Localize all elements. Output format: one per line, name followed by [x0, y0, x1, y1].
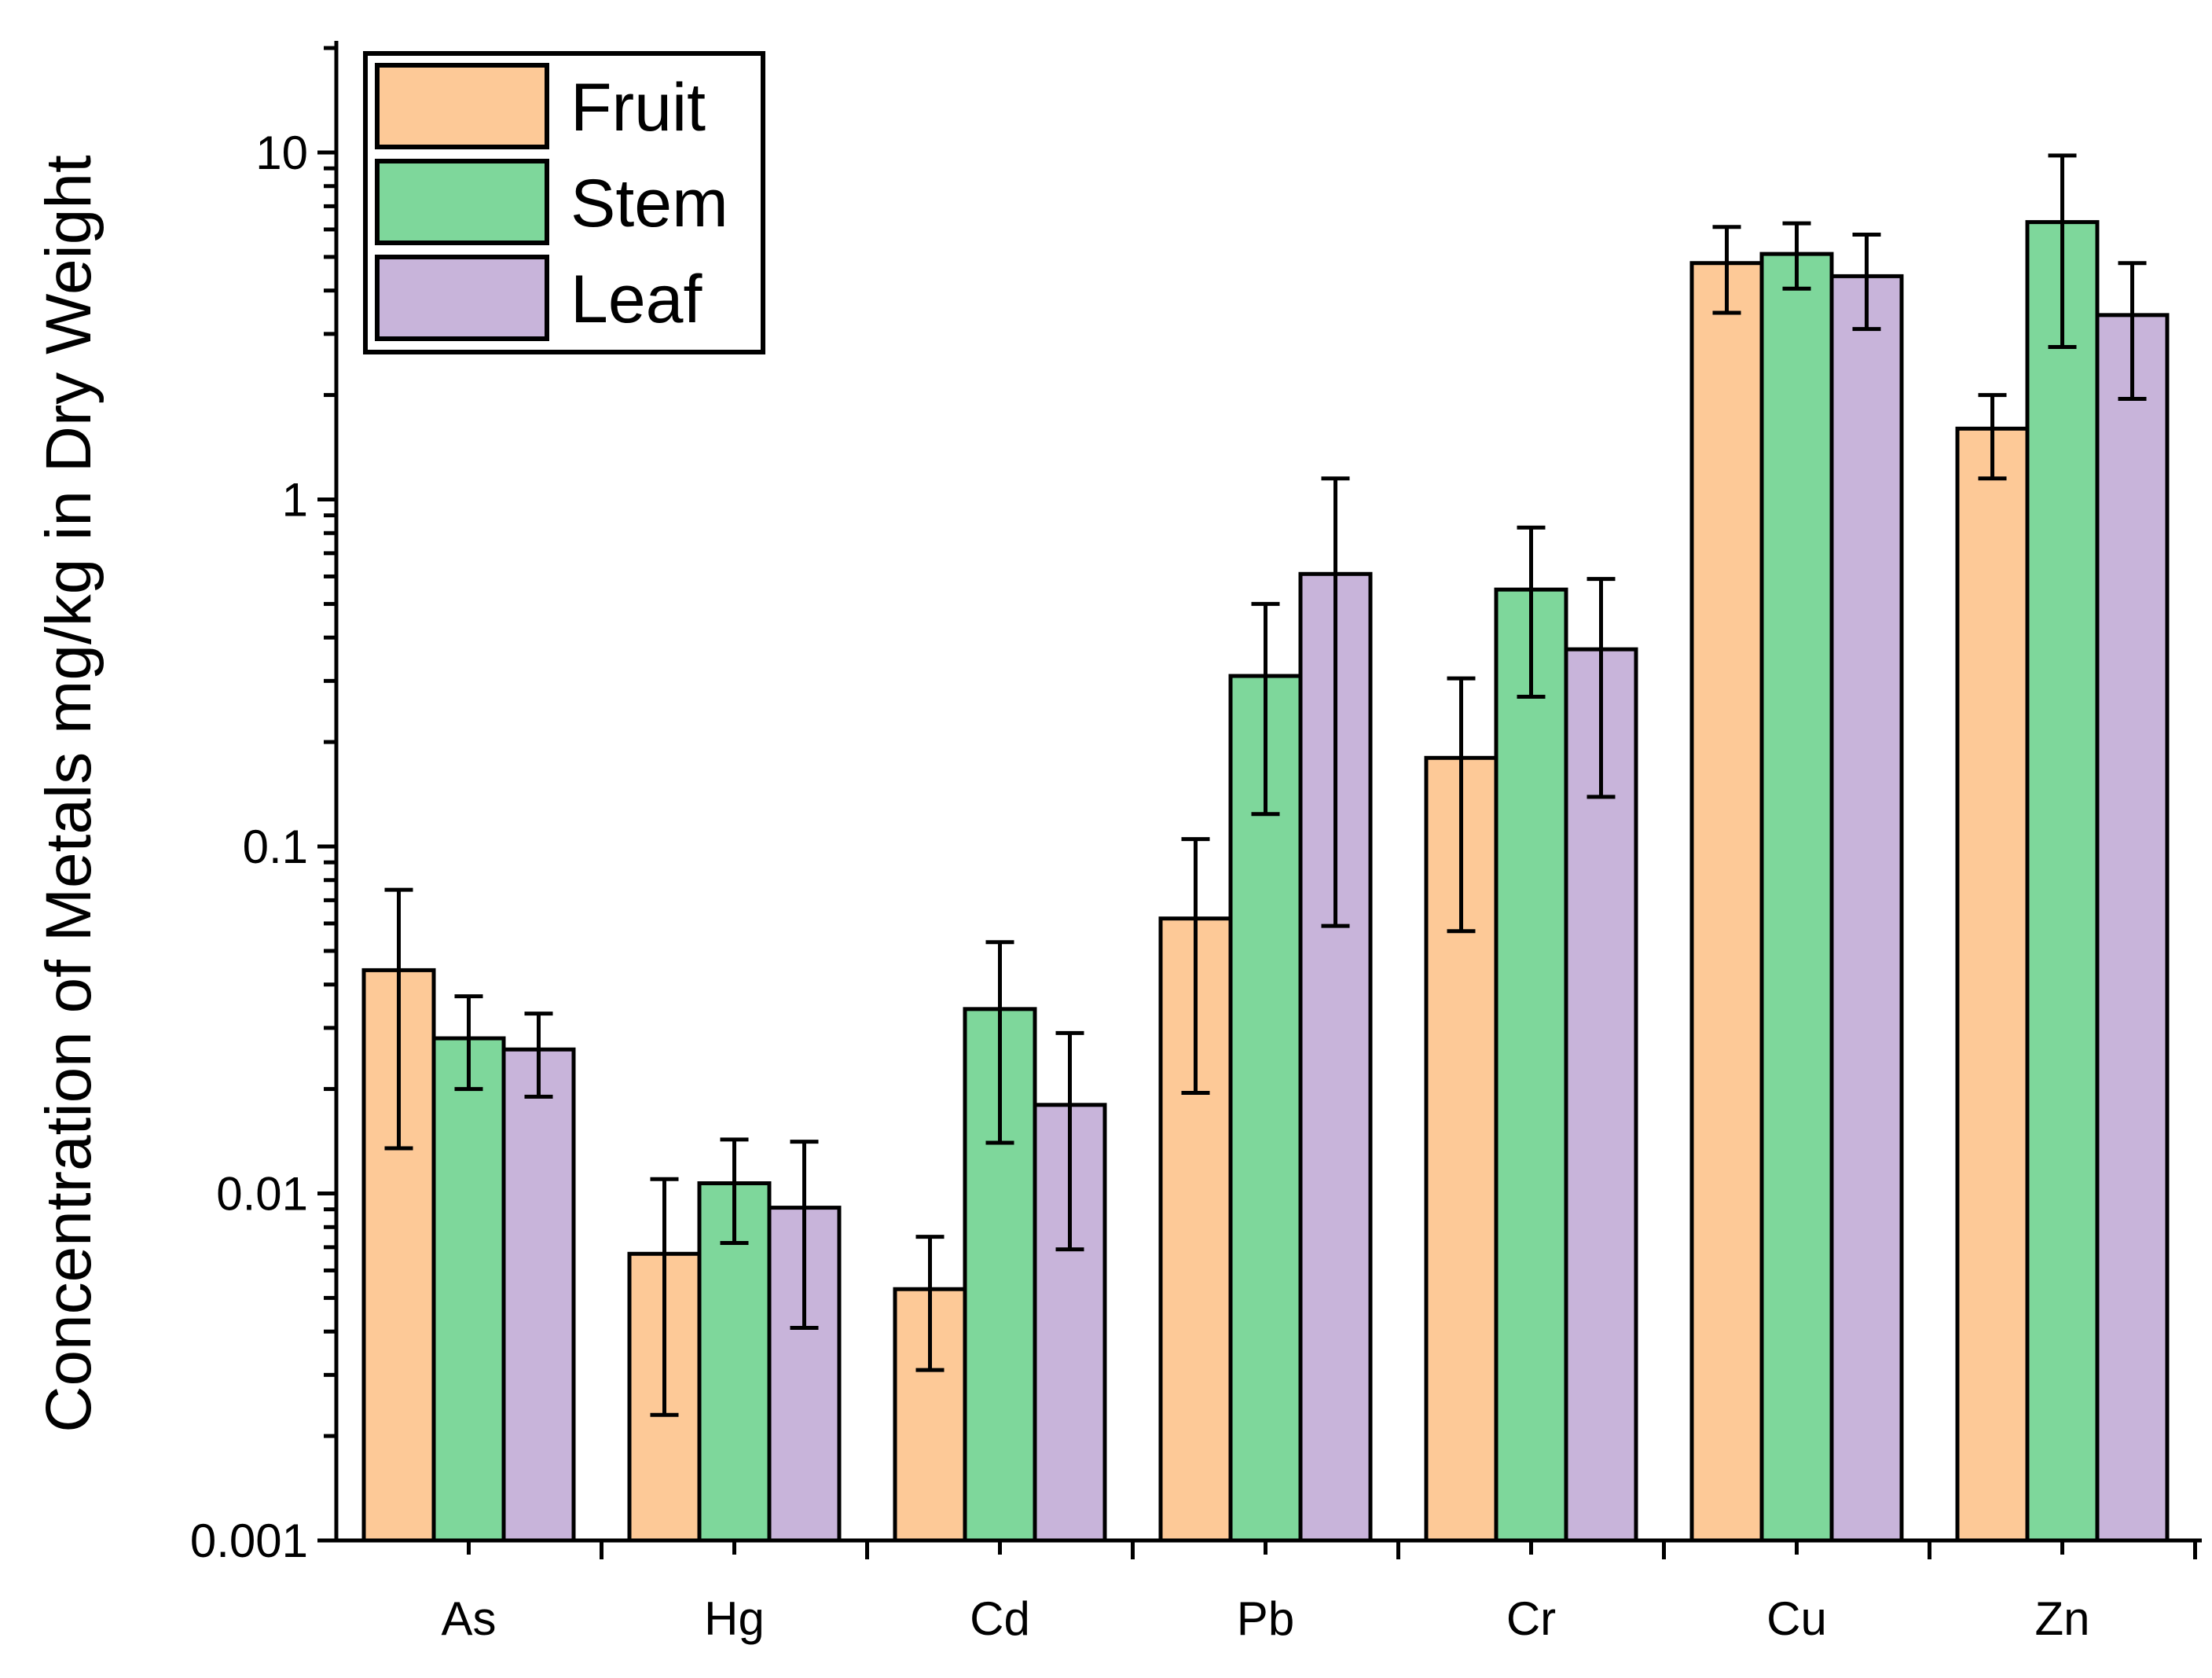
legend: Fruit Stem Leaf — [363, 51, 765, 354]
x-tick-label-zn: Zn — [2034, 1592, 2089, 1645]
error-bar-cu-fruit — [1712, 225, 1741, 315]
error-bar-hg-leaf — [790, 1140, 819, 1330]
bar-cu-stem — [1759, 252, 1834, 1543]
error-bar-as-fruit — [384, 887, 413, 1151]
error-bar-cr-stem — [1517, 525, 1546, 699]
bar-cu-fruit — [1689, 261, 1764, 1543]
error-bar-cu-leaf — [1852, 232, 1881, 332]
bar-zn-leaf — [2095, 313, 2170, 1543]
y-tick-label: 1 — [282, 474, 308, 527]
error-bar-hg-stem — [720, 1137, 749, 1245]
x-tick-label-pb: Pb — [1237, 1592, 1294, 1645]
error-bar-as-leaf — [524, 1012, 553, 1099]
bar-as-stem — [431, 1036, 506, 1543]
error-bar-cu-stem — [1782, 221, 1811, 291]
error-bar-hg-fruit — [650, 1177, 679, 1417]
error-bar-pb-stem — [1251, 601, 1280, 817]
bar-cr-stem — [1494, 587, 1568, 1543]
bar-as-leaf — [501, 1047, 576, 1543]
y-tick-label: 0.1 — [243, 821, 308, 873]
error-bar-cr-leaf — [1587, 577, 1616, 799]
error-bar-pb-fruit — [1181, 837, 1210, 1095]
error-bar-cr-fruit — [1447, 676, 1476, 934]
y-axis-title: Concentration of Metals mg/kg in Dry Wei… — [33, 155, 105, 1433]
bar-zn-fruit — [1955, 426, 2030, 1543]
bar-cu-leaf — [1829, 274, 1904, 1543]
bars-layer — [361, 220, 2170, 1543]
error-bar-as-stem — [454, 994, 483, 1092]
x-tick-label-cr: Cr — [1506, 1592, 1556, 1645]
y-tick-label: 0.001 — [190, 1515, 308, 1567]
error-bar-zn-fruit — [1978, 393, 2007, 481]
bar-hg-leaf — [767, 1206, 842, 1543]
y-tick-label: 10 — [255, 127, 308, 179]
legend-swatch-leaf — [375, 255, 549, 341]
error-bar-pb-leaf — [1321, 476, 1350, 928]
x-tick-label-cu: Cu — [1766, 1592, 1827, 1645]
x-tick-label-cd: Cd — [970, 1592, 1030, 1645]
x-tick-label-hg: Hg — [704, 1592, 765, 1645]
error-bars-layer — [384, 153, 2147, 1417]
bar-zn-stem — [2025, 220, 2100, 1543]
legend-label-stem: Stem — [570, 166, 728, 241]
error-bar-cd-fruit — [915, 1235, 945, 1372]
error-bar-cd-leaf — [1055, 1030, 1084, 1252]
legend-swatch-stem — [375, 159, 549, 245]
legend-label-fruit: Fruit — [570, 70, 706, 145]
error-bar-zn-leaf — [2118, 261, 2147, 401]
legend-swatch-fruit — [375, 63, 549, 149]
x-tick-label-as: As — [441, 1592, 496, 1645]
y-ticks-layer: 0.001 0.01 0.1 1 10 — [190, 46, 336, 1567]
error-bar-zn-stem — [2048, 153, 2077, 350]
legend-label-leaf: Leaf — [570, 262, 702, 337]
y-tick-label: 0.01 — [216, 1168, 308, 1221]
error-bar-cd-stem — [985, 940, 1014, 1145]
x-ticks-layer: As Hg Cd Pb Cr Cu Zn — [441, 1540, 2197, 1645]
